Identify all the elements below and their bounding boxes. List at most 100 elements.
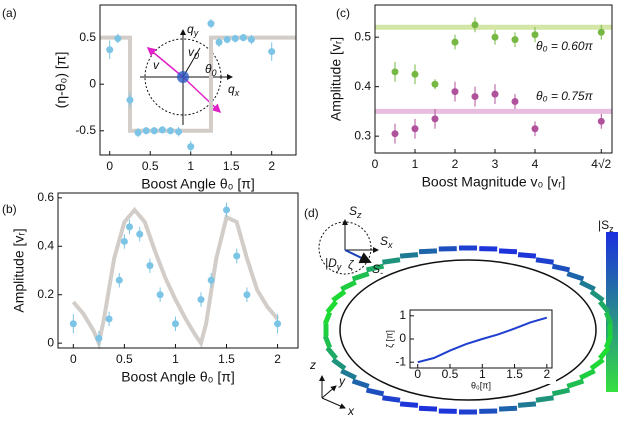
y-tick-label: -0.5 xyxy=(75,123,96,137)
label-text: |D xyxy=(325,256,337,270)
y-tick-label: 0.4 xyxy=(354,79,371,93)
spin-arrow xyxy=(536,398,554,400)
label-sub: 0 xyxy=(194,51,199,61)
label-sub: y xyxy=(193,28,199,38)
x-tick-label: 2 xyxy=(543,367,550,381)
label: Sx xyxy=(380,234,393,250)
data-point xyxy=(146,262,153,269)
panel-label: (c) xyxy=(336,6,350,20)
y-tick-label: 1 xyxy=(399,308,406,322)
label: |Dy xyxy=(325,256,342,272)
x-tick-label: 2 xyxy=(452,157,459,171)
data-point xyxy=(532,31,539,38)
spin-arrow xyxy=(341,282,355,289)
data-point xyxy=(95,335,102,342)
label-sub: z xyxy=(609,224,614,234)
label: x xyxy=(347,404,355,418)
panel-label: (a) xyxy=(2,6,17,20)
panel-label: (d) xyxy=(304,206,319,220)
y-tick-label: 0 xyxy=(89,76,96,90)
spin-arrow xyxy=(518,404,536,406)
data-point xyxy=(452,39,459,46)
y-tick-label: 0.2 xyxy=(37,287,54,301)
data-point xyxy=(70,320,77,327)
data-point xyxy=(412,125,419,132)
x-tick-label: 0 xyxy=(70,352,77,366)
spin-arrow xyxy=(580,371,594,378)
spin-arrow xyxy=(327,348,336,359)
data-point xyxy=(126,97,133,104)
x-tick-label: 1.5 xyxy=(223,159,240,173)
data-point xyxy=(151,127,158,134)
data-point xyxy=(472,93,479,100)
data-point xyxy=(136,231,143,238)
data-point xyxy=(233,252,240,259)
x-tick-label: 1 xyxy=(187,159,194,173)
data-point xyxy=(512,36,519,43)
spin-arrow xyxy=(325,336,330,348)
label: |Sz xyxy=(598,218,614,234)
label-sub: y xyxy=(336,262,342,272)
spin-arrow xyxy=(419,408,437,409)
y-tick-label: 0 xyxy=(47,335,54,349)
label-text: ζ xyxy=(348,258,355,272)
x-tick-label: 0.5 xyxy=(116,352,133,366)
spin-arrow xyxy=(400,404,418,406)
data-point xyxy=(114,35,121,42)
x-tick-label: 1.5 xyxy=(218,352,235,366)
label-sub: x xyxy=(387,240,393,250)
x-axis-label: θ₀[π] xyxy=(471,380,491,390)
data-point xyxy=(392,130,399,137)
spin-arrow xyxy=(499,251,517,252)
spin-arrow xyxy=(536,260,554,262)
x-tick-label: 4 xyxy=(532,157,539,171)
y-axis-label: ζ [π] xyxy=(384,330,394,348)
axis-arrow xyxy=(322,398,345,408)
data-point xyxy=(472,21,479,28)
data-point xyxy=(432,81,439,88)
x-tick-label: 1 xyxy=(172,352,179,366)
y-tick-label: 0.4 xyxy=(37,238,54,252)
y-tick-label: 0 xyxy=(399,331,406,345)
series-label: θ₀ = 0.60π xyxy=(536,39,594,53)
label-sub: z xyxy=(356,210,362,220)
label-sub: 0 xyxy=(212,68,217,78)
x-tick-label: 2 xyxy=(274,352,281,366)
label-sub: x xyxy=(234,88,240,98)
data-point xyxy=(197,296,204,303)
label-text: x xyxy=(347,404,355,418)
spin-arrow xyxy=(353,381,369,386)
spin-arrow xyxy=(552,266,569,270)
y-tick-label: 0.5 xyxy=(354,29,371,43)
data-point xyxy=(116,277,123,284)
label-text: S xyxy=(349,204,357,218)
data-point xyxy=(224,36,231,43)
label: y xyxy=(338,374,346,388)
data-point xyxy=(248,36,255,43)
label: ζ xyxy=(348,258,355,272)
label-text: |S xyxy=(598,218,609,232)
data-point xyxy=(216,39,223,46)
spin-arrow xyxy=(333,360,345,369)
spin-arrow xyxy=(400,255,418,257)
data-point xyxy=(121,238,128,245)
x-axis-label: Boost Angle θ₀ [π] xyxy=(141,176,255,192)
data-point xyxy=(172,320,179,327)
data-point xyxy=(106,46,113,53)
x-tick-label: 1 xyxy=(479,367,486,381)
data-point xyxy=(452,88,459,95)
spin-arrow xyxy=(499,408,517,409)
x-tick-label: 0.5 xyxy=(142,159,159,173)
label: θ0 xyxy=(205,62,217,78)
y-axis-label: Amplitude [vᵣ] xyxy=(328,37,344,121)
data-point xyxy=(432,115,439,122)
axis-arrow xyxy=(322,386,336,398)
data-point xyxy=(532,125,539,132)
y-tick-label: 0.6 xyxy=(37,190,54,204)
data-point xyxy=(274,320,281,327)
label: qy xyxy=(187,22,199,38)
data-point xyxy=(208,277,215,284)
spin-arrow xyxy=(382,260,400,262)
label: Sz xyxy=(349,204,362,220)
